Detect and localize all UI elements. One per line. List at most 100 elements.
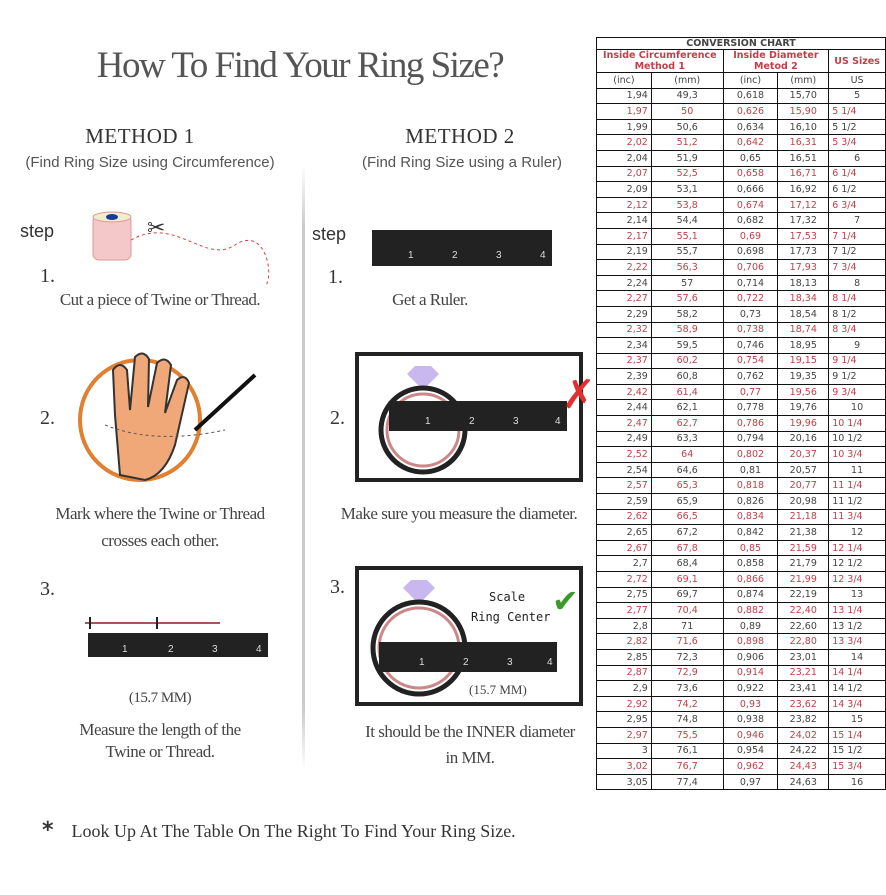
circumference-inch: 2,7: [596, 555, 652, 572]
circumference-inch: 3: [596, 742, 652, 760]
header-line: Inside Diameter: [733, 50, 819, 61]
diameter-inch: 0,858: [722, 555, 779, 572]
circumference-inch: 2,52: [596, 446, 652, 463]
us-size: 12: [828, 524, 886, 541]
diameter-mm: 16,71: [777, 165, 830, 183]
us-size: 5 3/4: [828, 134, 886, 151]
table-row: 2,04 51,9 0,65 16,51 6: [596, 149, 886, 167]
diameter-mm: 22,40: [777, 602, 830, 619]
diameter-mm: 19,15: [777, 352, 830, 370]
circumference-mm: 67,2: [650, 524, 724, 541]
table-row: 2,8 71 0,89 22,60 13 1/2: [596, 617, 886, 635]
diameter-inch: 0,682: [722, 212, 779, 229]
diameter-inch: 0,618: [722, 87, 779, 105]
table-row: 2,17 55,1 0,69 17,53 7 1/4: [596, 227, 886, 245]
us-size: 13 1/2: [828, 617, 886, 635]
ruler-number: 2: [452, 250, 458, 261]
diameter-mm: 20,77: [777, 477, 830, 495]
diameter-mm: 23,21: [777, 664, 830, 682]
circumference-inch: 2,95: [596, 711, 652, 728]
circumference-inch: 1,99: [596, 118, 652, 136]
table-row: 2,49 63,3 0,794 20,16 10 1/2: [596, 430, 886, 448]
table-row: 2,44 62,1 0,778 19,76 10: [596, 399, 886, 417]
us-size: 15 1/4: [828, 726, 886, 744]
table-row: 2,82 71,6 0,898 22,80 13 3/4: [596, 633, 886, 650]
method1-step3-text-line1: Measure the length of the: [79, 720, 241, 739]
circumference-inch: 3,05: [596, 773, 652, 791]
method2-step3-number: 3.: [330, 576, 345, 598]
us-size: 14 1/2: [828, 680, 886, 697]
table-row: 2,37 60,2 0,754 19,15 9 1/4: [596, 352, 886, 370]
diameter-mm: 20,57: [777, 461, 830, 479]
diameter-inch: 0,794: [722, 430, 779, 448]
unit-header: US: [828, 72, 886, 89]
table-row: 2,65 67,2 0,842 21,38 12: [596, 524, 886, 541]
circumference-mm: 58,9: [650, 321, 724, 339]
diameter-correct-illustration: Scale Ring Center 1 2 3 4 (15.7 MM): [355, 566, 583, 706]
us-size: 12 1/2: [828, 555, 886, 572]
table-row: 2,77 70,4 0,882 22,40 13 1/4: [596, 602, 886, 619]
us-size: 10 1/4: [828, 415, 886, 432]
diameter-inch: 0,754: [722, 352, 779, 370]
us-size: 10 1/2: [828, 430, 886, 448]
us-size: 6 1/2: [828, 181, 886, 198]
circumference-mm: 69,1: [650, 571, 724, 588]
diameter-inch: 0,786: [722, 415, 779, 432]
table-row: 2,22 56,3 0,706 17,93 7 3/4: [596, 259, 886, 276]
circumference-inch: 2,54: [596, 461, 652, 479]
diameter-inch: 0,842: [722, 524, 779, 541]
circumference-inch: 2,32: [596, 321, 652, 339]
diameter-inch: 0,898: [722, 633, 779, 650]
diameter-mm: 24,22: [777, 742, 830, 760]
table-row: 3 76,1 0,954 24,22 15 1/2: [596, 742, 886, 760]
us-size: 15 1/2: [828, 742, 886, 760]
circumference-mm: 72,9: [650, 664, 724, 682]
twine-spool-scissors-icon: ✂: [92, 211, 270, 288]
diameter-inch: 0,722: [722, 290, 779, 307]
method2-step1-text: Get a Ruler.: [392, 290, 468, 309]
table-title: CONVERSION CHART: [596, 37, 886, 50]
ruler-number: 4: [256, 644, 262, 655]
diameter-mm: 21,79: [777, 555, 830, 572]
method1-heading: METHOD 1: [85, 124, 195, 148]
circumference-inch: 2,02: [596, 134, 652, 151]
diameter-inch: 0,762: [722, 368, 779, 385]
scale-label: Scale: [489, 590, 526, 604]
diameter-inch: 0,666: [722, 181, 779, 198]
table-row: 2,07 52,5 0,658 16,71 6 1/4: [596, 165, 886, 183]
circumference-inch: 2,34: [596, 337, 652, 354]
table-row: 2,87 72,9 0,914 23,21 14 1/4: [596, 664, 886, 682]
diameter-mm: 19,35: [777, 368, 830, 385]
footnote: * Look Up At The Table On The Right To Fi…: [42, 818, 516, 843]
circumference-mm: 57: [650, 274, 724, 292]
unit-header: (mm): [777, 72, 830, 89]
table-row: 2,85 72,3 0,906 23,01 14: [596, 648, 886, 666]
header-line: Inside Circumference: [603, 50, 717, 61]
ruler: 1 2 3 4: [379, 642, 557, 672]
ruler-number: 2: [469, 416, 475, 427]
circumference-inch: 2,75: [596, 586, 652, 604]
circumference-mm: 71,6: [650, 633, 724, 650]
circumference-mm: 56,3: [650, 259, 724, 276]
diameter-inch: 0,77: [722, 383, 779, 401]
us-size: 5 1/2: [828, 118, 886, 136]
diameter-inch: 0,962: [722, 758, 779, 775]
method2-measure: (15.7 MM): [469, 682, 527, 697]
diameter-mm: 24,43: [777, 758, 830, 775]
table-row: 2,14 54,4 0,682 17,32 7: [596, 212, 886, 229]
table-row: 2,59 65,9 0,826 20,98 11 1/2: [596, 493, 886, 510]
ring-diamond-icon: [370, 580, 468, 697]
table-row: 1,94 49,3 0,618 15,70 5: [596, 87, 886, 105]
circumference-mm: 75,5: [650, 726, 724, 744]
us-size: 7 3/4: [828, 259, 886, 276]
circumference-inch: 2,67: [596, 539, 652, 557]
circumference-mm: 57,6: [650, 290, 724, 307]
diameter-inch: 0,922: [722, 680, 779, 697]
circumference-inch: 2,39: [596, 368, 652, 385]
table-row: 2,19 55,7 0,698 17,73 7 1/2: [596, 243, 886, 261]
circumference-mm: 51,2: [650, 134, 724, 151]
us-size: 6 1/4: [828, 165, 886, 183]
ruler-number: 3: [212, 644, 218, 655]
circumference-mm: 70,4: [650, 602, 724, 619]
diameter-inch: 0,93: [722, 695, 779, 713]
